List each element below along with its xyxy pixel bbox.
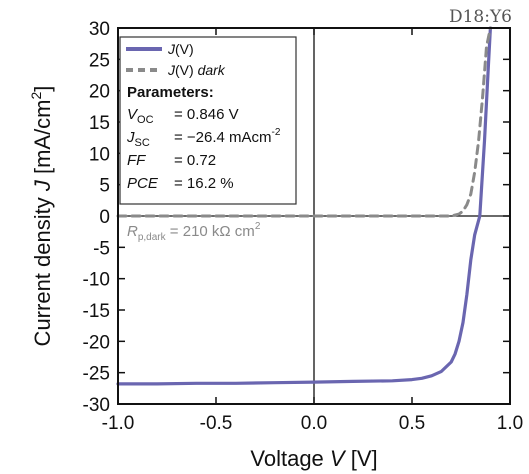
parameters-heading: Parameters: [127, 84, 214, 101]
rp-dark-annotation: Rp,dark = 210 kΩ cm2 [127, 221, 261, 243]
x-tick-label: 0.0 [301, 413, 327, 434]
legend-label-jv: J(V) [167, 41, 194, 57]
y-tick-label: -15 [83, 301, 110, 322]
x-tick-label: 0.5 [399, 413, 425, 434]
y-tick-label: 5 [99, 176, 110, 197]
y-tick-label: 10 [89, 144, 110, 165]
param-ff-value: = 0.72 [174, 152, 216, 169]
param-voc-symbol: VOC [127, 106, 154, 126]
y-tick-label: -25 [83, 364, 110, 385]
param-pce-value: = 16.2 % [174, 175, 234, 192]
corner-label: D18:Y6 [449, 7, 512, 27]
series-line-jv [116, 26, 492, 386]
plot-frame [117, 27, 511, 405]
y-tick-label: -20 [83, 332, 110, 353]
param-pce-symbol: PCE [127, 175, 159, 192]
param-voc-value: = 0.846 V [174, 106, 239, 123]
y-tick-label: -30 [83, 395, 110, 416]
legend-label-jv-dark: J(V) dark [167, 62, 226, 78]
y-tick-label: 25 [89, 50, 110, 71]
x-axis-title: Voltage V [V] [250, 446, 377, 471]
y-tick-label: -5 [93, 238, 110, 259]
x-tick-label: -1.0 [102, 413, 135, 434]
param-ff-symbol: FF [127, 152, 146, 169]
x-tick-label: -0.5 [200, 413, 233, 434]
param-jsc-value: = −26.4 mAcm-2 [174, 127, 281, 146]
y-tick-label: 20 [89, 82, 110, 103]
legend-box [119, 36, 297, 205]
y-tick-label: 30 [89, 19, 110, 40]
y-tick-label: 0 [99, 207, 110, 228]
y-tick-label: 15 [89, 113, 110, 134]
param-jsc-symbol: JSC [126, 129, 150, 149]
x-tick-label: 1.0 [497, 413, 523, 434]
y-tick-label: -10 [83, 270, 110, 291]
y-axis-title: Current density J [mA/cm2] [28, 86, 55, 347]
series-layer [116, 26, 492, 386]
series-line-jv-dark [116, 26, 492, 218]
